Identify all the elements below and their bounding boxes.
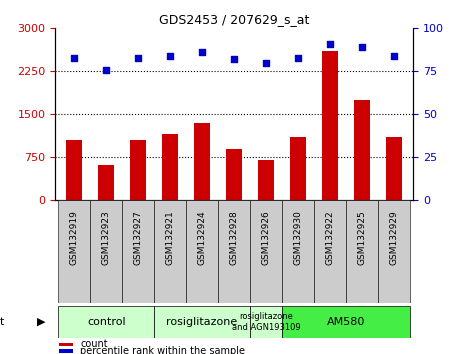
Bar — [90, 200, 122, 303]
Bar — [322, 51, 338, 200]
Text: control: control — [87, 317, 126, 327]
Bar — [282, 200, 314, 303]
Text: agent: agent — [0, 317, 5, 327]
Point — [198, 50, 206, 55]
Bar — [346, 200, 378, 303]
Bar — [314, 200, 346, 303]
Text: GSM132919: GSM132919 — [70, 210, 79, 265]
Point — [390, 53, 397, 59]
Title: GDS2453 / 207629_s_at: GDS2453 / 207629_s_at — [159, 13, 309, 26]
Point — [230, 56, 238, 62]
Bar — [122, 200, 154, 303]
Bar — [130, 140, 146, 200]
Text: ▶: ▶ — [37, 317, 46, 327]
Text: rosiglitazone
and AGN193109: rosiglitazone and AGN193109 — [232, 313, 300, 332]
Text: GSM132927: GSM132927 — [134, 210, 143, 265]
Text: GSM132929: GSM132929 — [389, 210, 398, 265]
Bar — [226, 149, 242, 200]
Bar — [250, 200, 282, 303]
Point — [294, 55, 302, 60]
Point — [71, 55, 78, 60]
Text: GSM132926: GSM132926 — [262, 210, 270, 265]
Bar — [154, 306, 250, 338]
Text: rosiglitazone: rosiglitazone — [167, 317, 238, 327]
Point — [134, 55, 142, 60]
Bar — [154, 200, 186, 303]
Text: GSM132921: GSM132921 — [166, 210, 175, 265]
Bar — [194, 123, 210, 200]
Bar — [59, 343, 73, 346]
Point — [102, 67, 110, 72]
Bar — [186, 200, 218, 303]
Text: percentile rank within the sample: percentile rank within the sample — [80, 346, 245, 354]
Bar — [66, 140, 82, 200]
Bar — [258, 160, 274, 200]
Text: GSM132923: GSM132923 — [102, 210, 111, 265]
Point — [358, 44, 366, 50]
Bar — [354, 100, 370, 200]
Bar — [58, 200, 90, 303]
Bar — [386, 137, 402, 200]
Text: GSM132925: GSM132925 — [358, 210, 366, 265]
Bar — [162, 134, 178, 200]
Text: GSM132924: GSM132924 — [198, 210, 207, 265]
Bar — [378, 200, 410, 303]
Bar — [58, 306, 154, 338]
Bar — [282, 306, 410, 338]
Bar — [59, 349, 73, 353]
Bar — [218, 200, 250, 303]
Text: count: count — [80, 339, 108, 349]
Text: GSM132928: GSM132928 — [230, 210, 239, 265]
Bar — [98, 165, 114, 200]
Text: GSM132930: GSM132930 — [293, 210, 302, 265]
Text: GSM132922: GSM132922 — [325, 210, 335, 265]
Point — [263, 60, 270, 65]
Point — [167, 53, 174, 59]
Bar — [250, 306, 282, 338]
Point — [326, 41, 334, 47]
Bar — [290, 137, 306, 200]
Text: AM580: AM580 — [327, 317, 365, 327]
